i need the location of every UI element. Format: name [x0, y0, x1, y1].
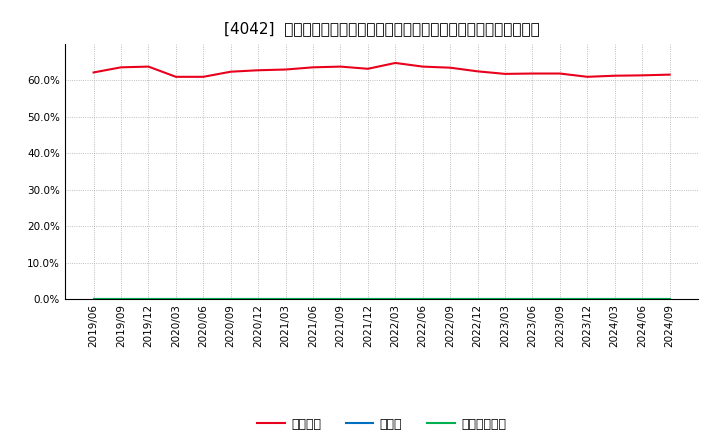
のれん	[473, 297, 482, 302]
自己資本	[391, 60, 400, 66]
のれん	[336, 297, 345, 302]
自己資本	[254, 68, 263, 73]
自己資本	[364, 66, 372, 71]
のれん	[117, 297, 125, 302]
繰延税金資産	[336, 297, 345, 302]
自己資本	[556, 71, 564, 76]
Line: 自己資本: 自己資本	[94, 63, 670, 77]
自己資本	[500, 71, 509, 77]
繰延税金資産	[500, 297, 509, 302]
のれん	[611, 297, 619, 302]
自己資本	[665, 72, 674, 77]
自己資本	[473, 69, 482, 74]
のれん	[583, 297, 592, 302]
繰延税金資産	[117, 297, 125, 302]
繰延税金資産	[528, 297, 537, 302]
Legend: 自己資本, のれん, 繰延税金資産: 自己資本, のれん, 繰延税金資産	[252, 413, 511, 436]
自己資本	[336, 64, 345, 69]
繰延税金資産	[309, 297, 318, 302]
繰延税金資産	[473, 297, 482, 302]
Title: [4042]  自己資本、のれん、繰延税金資産の総資産に対する比率の推移: [4042] 自己資本、のれん、繰延税金資産の総資産に対する比率の推移	[224, 21, 539, 36]
のれん	[171, 297, 180, 302]
のれん	[89, 297, 98, 302]
繰延税金資産	[391, 297, 400, 302]
繰延税金資産	[638, 297, 647, 302]
のれん	[638, 297, 647, 302]
のれん	[391, 297, 400, 302]
自己資本	[226, 69, 235, 74]
繰延税金資産	[89, 297, 98, 302]
繰延税金資産	[226, 297, 235, 302]
のれん	[556, 297, 564, 302]
自己資本	[638, 73, 647, 78]
繰延税金資産	[171, 297, 180, 302]
繰延税金資産	[665, 297, 674, 302]
のれん	[309, 297, 318, 302]
自己資本	[144, 64, 153, 69]
のれん	[282, 297, 290, 302]
のれん	[665, 297, 674, 302]
繰延税金資産	[446, 297, 454, 302]
のれん	[199, 297, 207, 302]
自己資本	[611, 73, 619, 78]
自己資本	[528, 71, 537, 76]
繰延税金資産	[611, 297, 619, 302]
自己資本	[418, 64, 427, 69]
のれん	[226, 297, 235, 302]
繰延税金資産	[282, 297, 290, 302]
自己資本	[446, 65, 454, 70]
繰延税金資産	[556, 297, 564, 302]
繰延税金資産	[199, 297, 207, 302]
繰延税金資産	[364, 297, 372, 302]
のれん	[418, 297, 427, 302]
自己資本	[89, 70, 98, 75]
自己資本	[171, 74, 180, 80]
自己資本	[199, 74, 207, 80]
自己資本	[583, 74, 592, 80]
自己資本	[282, 67, 290, 72]
のれん	[144, 297, 153, 302]
繰延税金資産	[418, 297, 427, 302]
のれん	[500, 297, 509, 302]
のれん	[528, 297, 537, 302]
のれん	[364, 297, 372, 302]
のれん	[446, 297, 454, 302]
繰延税金資産	[144, 297, 153, 302]
自己資本	[117, 65, 125, 70]
自己資本	[309, 65, 318, 70]
のれん	[254, 297, 263, 302]
繰延税金資産	[583, 297, 592, 302]
繰延税金資産	[254, 297, 263, 302]
